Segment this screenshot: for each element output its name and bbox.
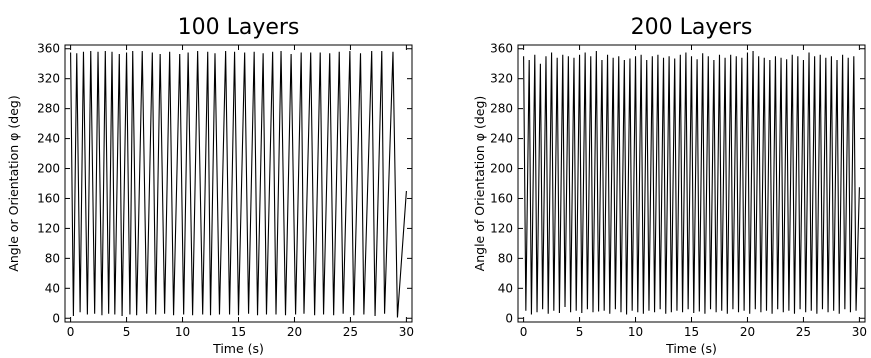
y-tick-label: 80 <box>45 251 60 265</box>
series-line-0 <box>70 50 407 318</box>
y-tick-label: 0 <box>505 311 513 325</box>
y-tick-label: 40 <box>498 281 513 295</box>
y-tick-label: 320 <box>37 72 60 86</box>
x-tick-label: 25 <box>796 325 811 339</box>
x-tick-label: 0 <box>520 325 528 339</box>
x-tick-label: 0 <box>67 325 75 339</box>
y-axis-label: Angle of Orientation φ (deg) <box>472 96 487 272</box>
y-tick-label: 240 <box>490 132 513 146</box>
x-axis-label: Time (s) <box>212 341 264 356</box>
x-tick-label: 25 <box>343 325 358 339</box>
chart-title: 100 Layers <box>178 15 300 40</box>
x-tick-label: 30 <box>852 325 867 339</box>
y-tick-label: 280 <box>37 102 60 116</box>
y-tick-label: 360 <box>490 42 513 56</box>
y-tick-label: 120 <box>490 221 513 235</box>
x-tick-label: 10 <box>175 325 190 339</box>
y-tick-label: 360 <box>37 42 60 56</box>
y-tick-label: 80 <box>498 251 513 265</box>
y-tick-label: 200 <box>490 162 513 176</box>
x-tick-label: 15 <box>231 325 246 339</box>
y-tick-label: 240 <box>37 132 60 146</box>
series-line-0 <box>523 50 860 315</box>
y-tick-label: 160 <box>37 191 60 205</box>
x-tick-label: 30 <box>399 325 414 339</box>
y-tick-label: 40 <box>45 281 60 295</box>
x-tick-label: 5 <box>576 325 584 339</box>
y-tick-label: 320 <box>490 72 513 86</box>
x-tick-label: 10 <box>628 325 643 339</box>
y-axis-label: Angle or Orientation φ (deg) <box>6 95 21 271</box>
y-tick-label: 280 <box>490 102 513 116</box>
x-tick-label: 15 <box>684 325 699 339</box>
x-axis-label: Time (s) <box>665 341 717 356</box>
y-tick-label: 0 <box>52 311 60 325</box>
x-tick-label: 20 <box>287 325 302 339</box>
y-tick-label: 160 <box>490 191 513 205</box>
chart-200-layers: 200 Layers 0 5 10 15 20 25 30 0 40 80 120 160 200 240 2… <box>472 15 867 356</box>
chart-title: 200 Layers <box>631 15 753 40</box>
x-tick-label: 20 <box>740 325 755 339</box>
chart-100-layers: 100 Layers 0 5 10 15 20 25 30 0 40 80 120 160 200 240 2… <box>6 15 414 356</box>
y-tick-label: 200 <box>37 162 60 176</box>
x-tick-label: 5 <box>123 325 131 339</box>
y-tick-label: 120 <box>37 221 60 235</box>
